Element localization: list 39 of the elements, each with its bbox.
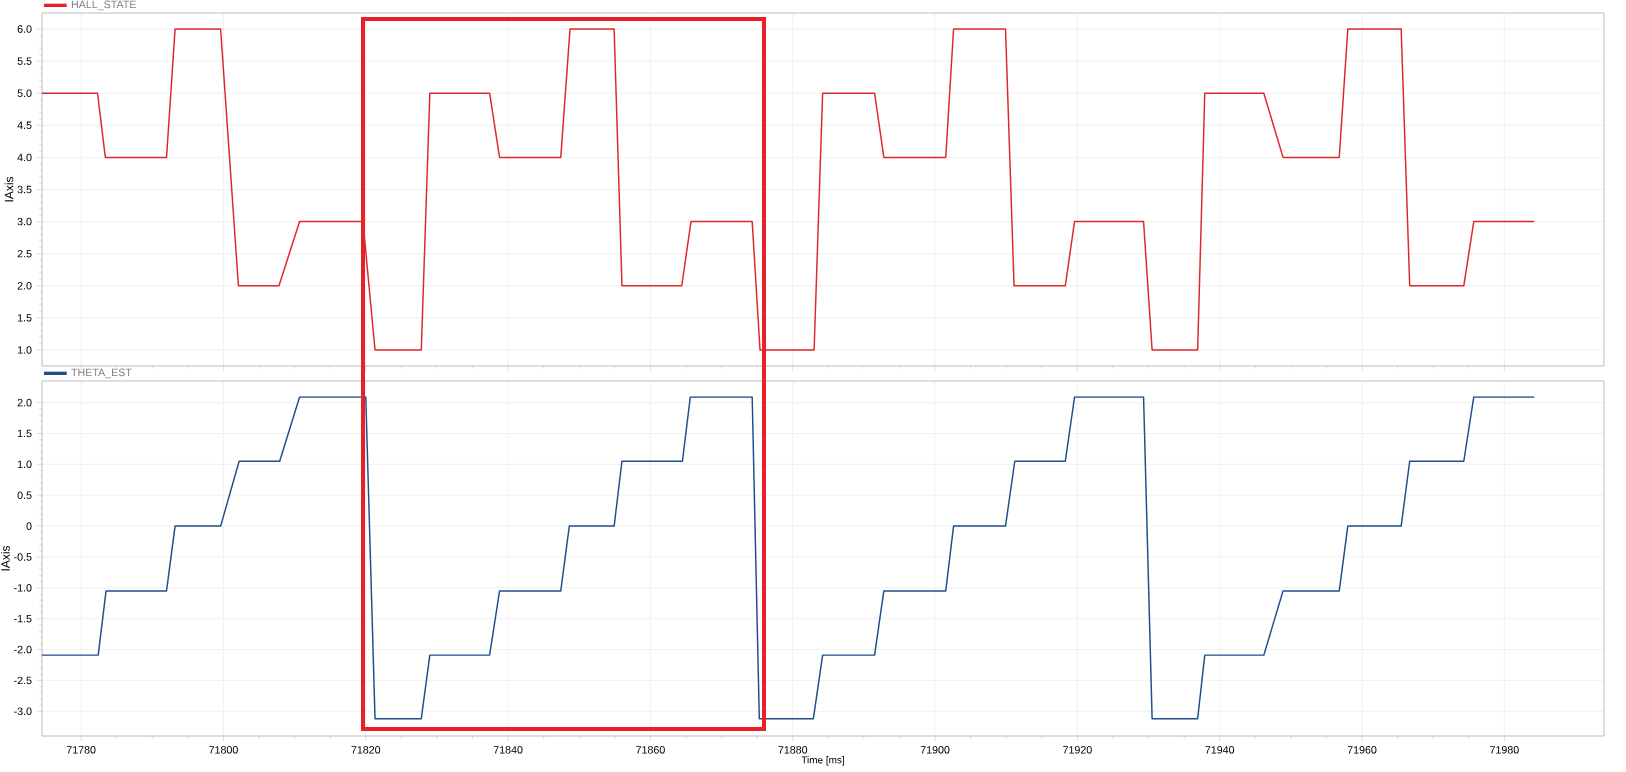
y-tick-label: -2.5 xyxy=(14,676,32,685)
y-tick-label: 0 xyxy=(26,522,32,530)
x-axis-title: Time [ms] xyxy=(801,756,845,766)
y-axis-title: IAxis xyxy=(0,545,10,571)
y-tick-label: 4.5 xyxy=(17,121,32,130)
y-tick-label: 2.0 xyxy=(17,282,32,290)
x-tick-label: 71860 xyxy=(636,746,665,754)
x-tick-label: 71920 xyxy=(1063,746,1092,754)
x-tick-label: 71820 xyxy=(351,746,381,754)
x-tick-label: 71980 xyxy=(1490,746,1519,754)
y-tick-label: 6.0 xyxy=(17,25,32,33)
y-tick-label: 3.5 xyxy=(17,185,32,194)
x-tick-label: 71880 xyxy=(778,746,808,754)
x-tick-label: 71780 xyxy=(66,746,96,754)
y-tick-label: 2.0 xyxy=(17,398,32,407)
y-tick-label: 1.0 xyxy=(17,346,32,354)
x-tick-label: 71840 xyxy=(493,746,523,754)
x-tick-label: 71960 xyxy=(1347,746,1377,754)
y-tick-label: 2.5 xyxy=(17,249,32,258)
x-tick-label: 71940 xyxy=(1205,746,1235,754)
y-tick-label: 1.5 xyxy=(17,429,32,438)
y-tick-label: -1.5 xyxy=(14,614,32,623)
y-tick-label: -0.5 xyxy=(14,553,32,561)
y-tick-label: 1.0 xyxy=(17,460,32,469)
y-axis-title: IAxis xyxy=(4,176,14,202)
y-tick-label: 4.0 xyxy=(17,153,32,162)
y-tick-label: 5.5 xyxy=(17,57,32,65)
y-tick-label: -2.0 xyxy=(14,645,32,654)
legend-label: HALL_STATE xyxy=(71,0,136,11)
y-tick-label: -1.0 xyxy=(14,584,32,592)
y-tick-label: 3.0 xyxy=(17,217,32,226)
legend-label: THETA_EST xyxy=(71,368,132,379)
y-tick-label: -3.0 xyxy=(14,707,32,716)
x-tick-label: 71900 xyxy=(920,746,950,754)
y-tick-label: 0.5 xyxy=(17,491,32,499)
x-tick-label: 71800 xyxy=(209,746,238,754)
y-tick-label: 1.5 xyxy=(17,314,32,322)
line-series xyxy=(42,396,1535,720)
y-tick-label: 5.0 xyxy=(17,89,32,97)
